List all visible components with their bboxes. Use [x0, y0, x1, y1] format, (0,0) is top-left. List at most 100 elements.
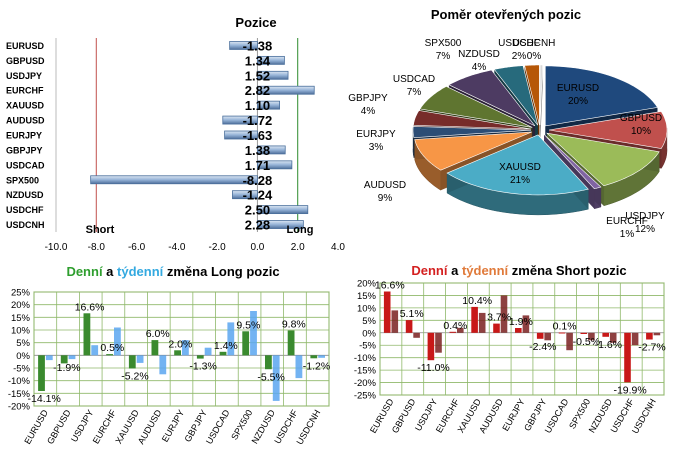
pie-slice-percent: 10% [631, 126, 651, 137]
position-category-label: EURUSD [6, 41, 45, 51]
position-category-label: XAUUSD [6, 101, 45, 111]
change-bar [106, 354, 113, 356]
data-label: 6.0% [146, 328, 170, 340]
pie-slice-name: NZDUSD [458, 49, 500, 60]
change-bar [310, 355, 318, 359]
data-label: 9.5% [236, 319, 260, 331]
y-tick-label: 15% [357, 291, 377, 302]
pie-slice-name: EURUSD [557, 83, 599, 94]
pie-slice-name: USDCNH [513, 38, 556, 49]
y-tick-label: 25% [11, 288, 31, 299]
change-bar [159, 355, 167, 375]
pie-slice-name: EURJPY [356, 129, 396, 140]
position-bar [257, 55, 285, 65]
positions-x-tick-label: -2.0 [209, 242, 227, 253]
change-bar [182, 340, 189, 356]
long-change-chart: Denní a týdenní změna Long pozic -20% -15… [8, 264, 330, 446]
data-label: -1.6% [595, 339, 622, 351]
change-bar [287, 330, 295, 356]
change-bar [566, 332, 573, 351]
title-part: a [103, 264, 117, 279]
change-bar [536, 332, 544, 339]
position-bar [257, 70, 289, 80]
data-label: -19.9% [613, 384, 646, 396]
short-label: Short [86, 224, 115, 236]
title-part: Denní [66, 264, 103, 279]
position-value-label: 2.28 [245, 218, 270, 233]
title-part: Denní [411, 263, 448, 278]
position-bar [229, 41, 258, 50]
position-bar [257, 220, 304, 229]
pie-slice-name: USDCAD [393, 74, 435, 85]
change-bar [38, 355, 45, 391]
long-change-title: Denní a týdenní změna Long pozic [66, 264, 279, 279]
positions-x-tick-label: 2.0 [291, 242, 305, 253]
title-part: změna Long pozic [163, 264, 279, 279]
change-bar [544, 332, 551, 341]
position-category-label: EURJPY [6, 131, 42, 141]
pie-slice [413, 110, 532, 130]
pie-slice-percent: 1% [620, 229, 635, 240]
category-tick-label: SPX500 [229, 408, 254, 442]
pie-slice-name: EURCHF [606, 216, 648, 227]
change-bar [471, 306, 478, 333]
change-bar [272, 355, 280, 401]
change-bar [602, 332, 609, 337]
title-part: týdenní [462, 263, 509, 278]
change-bar [204, 347, 212, 356]
pie-slice-percent: 4% [472, 62, 487, 73]
position-bar [257, 145, 286, 155]
position-bar [90, 175, 258, 185]
data-label: 1.9% [509, 316, 533, 328]
change-bar [136, 355, 144, 363]
change-bar [588, 332, 595, 341]
position-category-label: USDCNH [6, 220, 45, 230]
open-positions-pie: Poměr otevřených pozic EURUSD 20% GBPUSD 10… [348, 7, 668, 240]
data-label: 2.0% [168, 338, 192, 350]
title-part: a [447, 263, 461, 278]
position-category-label: GBPUSD [6, 56, 45, 66]
y-tick-label: -10% [354, 353, 377, 364]
change-bar [174, 350, 181, 356]
y-tick-label: 5% [16, 338, 30, 349]
position-value-label: -8.28 [243, 173, 273, 188]
pie-slice [446, 134, 589, 196]
y-tick-label: 0% [16, 351, 30, 362]
pie-slice-percent: 21% [510, 175, 530, 186]
change-bar [196, 355, 204, 359]
change-bar [457, 327, 464, 333]
data-label: -2.4% [529, 341, 556, 353]
position-bar [257, 160, 293, 170]
data-label: -5.5% [257, 371, 284, 383]
y-tick-label: -20% [8, 402, 31, 413]
position-category-label: USDJPY [6, 71, 42, 81]
change-bar [609, 332, 617, 343]
change-bar [265, 355, 272, 370]
position-value-label: -1.24 [243, 188, 273, 203]
pie-slice [545, 132, 660, 187]
pie-slice-name: XAUUSD [499, 162, 541, 173]
change-bar [60, 355, 68, 364]
y-tick-label: 0% [362, 328, 376, 339]
position-category-label: USDCAD [6, 160, 45, 170]
pie-slice-percent: 12% [635, 224, 655, 235]
change-bar [68, 355, 76, 360]
change-bar [427, 332, 435, 361]
position-value-label: -1.38 [243, 38, 273, 53]
position-bar [222, 115, 258, 125]
change-bar [631, 332, 639, 346]
positions-category-labels: EURUSD GBPUSD USDJPY EURCHF XAUUSD AUDUSD EURJ… [6, 41, 45, 230]
pie-slices [412, 64, 668, 216]
y-tick-label: -15% [354, 366, 377, 377]
change-bar [295, 355, 303, 379]
y-tick-label: -10% [8, 376, 31, 387]
position-category-label: NZDUSD [6, 190, 44, 200]
y-tick-label: -5% [13, 364, 30, 375]
pie-slice [448, 69, 536, 127]
change-bar [624, 332, 631, 383]
long-change-plot: -20% -15% -10%-5% 0% 5%10% 15% 20%25% -14.1% -1.… [8, 288, 330, 447]
pie-slice [543, 134, 602, 189]
positions-x-ticks: -10.0 -8.0 -6.0 -4.0 -2.0 0.0 2.0 4.0 [45, 242, 346, 253]
data-label: 10.4% [462, 295, 492, 307]
